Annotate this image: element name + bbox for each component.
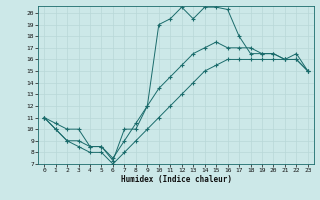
X-axis label: Humidex (Indice chaleur): Humidex (Indice chaleur): [121, 175, 231, 184]
